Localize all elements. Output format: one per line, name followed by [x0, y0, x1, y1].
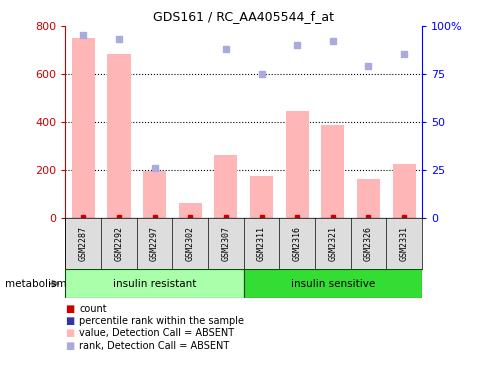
- Text: GSM2316: GSM2316: [292, 226, 301, 261]
- Text: GSM2326: GSM2326: [363, 226, 372, 261]
- Title: GDS161 / RC_AA405544_f_at: GDS161 / RC_AA405544_f_at: [153, 10, 333, 23]
- Bar: [107, 55, 130, 218]
- Text: GSM2302: GSM2302: [185, 226, 195, 261]
- Text: rank, Detection Call = ABSENT: rank, Detection Call = ABSENT: [79, 340, 229, 351]
- Text: ■: ■: [65, 316, 75, 326]
- Text: insulin resistant: insulin resistant: [113, 279, 196, 289]
- Text: ■: ■: [65, 328, 75, 339]
- Bar: [392, 164, 415, 218]
- Text: insulin sensitive: insulin sensitive: [290, 279, 374, 289]
- Point: [79, 32, 87, 38]
- Text: value, Detection Call = ABSENT: value, Detection Call = ABSENT: [79, 328, 234, 339]
- Point: [293, 42, 301, 48]
- Bar: [285, 111, 308, 218]
- Text: GSM2307: GSM2307: [221, 226, 230, 261]
- Text: GSM2331: GSM2331: [399, 226, 408, 261]
- Bar: [65, 269, 243, 298]
- Text: GSM2287: GSM2287: [78, 226, 88, 261]
- Text: ■: ■: [65, 340, 75, 351]
- Bar: [249, 176, 272, 218]
- Text: GSM2321: GSM2321: [328, 226, 337, 261]
- Bar: [143, 171, 166, 218]
- Point: [151, 165, 158, 171]
- Text: GSM2297: GSM2297: [150, 226, 159, 261]
- Text: GSM2311: GSM2311: [257, 226, 266, 261]
- Bar: [356, 179, 379, 218]
- Bar: [320, 125, 344, 218]
- Point: [399, 52, 407, 57]
- Text: percentile rank within the sample: percentile rank within the sample: [79, 316, 243, 326]
- Point: [222, 46, 229, 52]
- Bar: [214, 155, 237, 218]
- Text: metabolism: metabolism: [5, 279, 66, 289]
- Text: ■: ■: [65, 304, 75, 314]
- Point: [257, 71, 265, 76]
- Text: GSM2292: GSM2292: [114, 226, 123, 261]
- Bar: [243, 269, 421, 298]
- Point: [364, 63, 372, 69]
- Text: count: count: [79, 304, 106, 314]
- Point: [115, 36, 122, 42]
- Bar: [178, 203, 201, 218]
- Bar: [72, 38, 95, 218]
- Point: [328, 38, 336, 44]
